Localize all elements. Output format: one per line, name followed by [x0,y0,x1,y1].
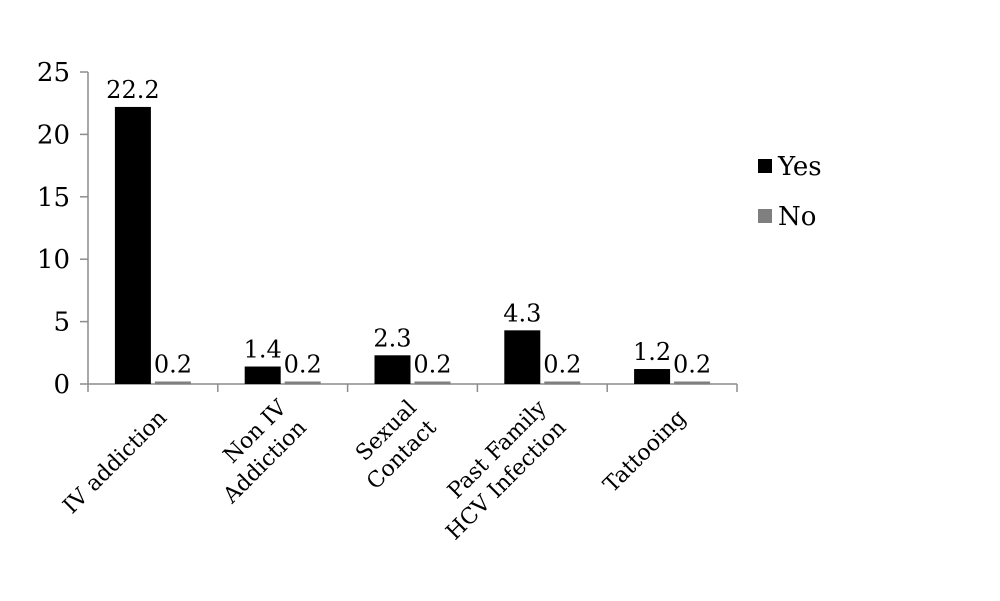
data-label-no-0: 0.2 [154,351,192,379]
bar-no-2 [414,381,451,385]
data-label-yes-0: 22.2 [106,76,159,104]
bar-no-4 [674,381,711,385]
bar-yes-1 [244,366,281,384]
y-tick-label: 20 [37,120,70,150]
category-label-4: Tattooing [599,406,691,498]
bar-no-1 [284,381,321,385]
category-label-line: Tattooing [599,406,691,498]
bar-yes-3 [504,330,541,384]
category-label-line: IV addiction [59,406,173,520]
category-label-0: IV addiction [59,406,173,520]
data-label-no-1: 0.2 [284,351,322,379]
bar-no-0 [154,381,191,385]
y-tick-label: 10 [37,245,70,275]
data-label-yes-2: 2.3 [373,324,411,352]
legend-label-no: No [778,202,816,232]
y-tick-label: 15 [37,183,70,213]
data-label-yes-3: 4.3 [503,299,541,327]
data-label-no-2: 0.2 [413,351,451,379]
y-tick-label: 5 [53,308,70,338]
bar-yes-2 [374,355,411,384]
legend: Yes No [758,152,822,232]
data-label-yes-1: 1.4 [244,336,282,364]
data-label-no-3: 0.2 [543,351,581,379]
legend-swatch-yes [758,159,772,173]
data-label-no-4: 0.2 [673,351,711,379]
bar-no-3 [544,381,581,385]
y-tick-label: 0 [53,370,70,400]
y-tick-label: 25 [37,58,70,88]
bars [114,106,711,385]
data-label-yes-4: 1.2 [633,338,671,366]
bar-yes-0 [114,106,151,384]
legend-label-yes: Yes [777,152,822,182]
data-labels: 22.20.21.40.22.30.24.30.2 1.2 0.2 [106,76,711,379]
bar-yes-4 [634,369,671,384]
axes: 0 5 10 15 20 25 [37,58,738,400]
legend-swatch-no [758,209,772,223]
